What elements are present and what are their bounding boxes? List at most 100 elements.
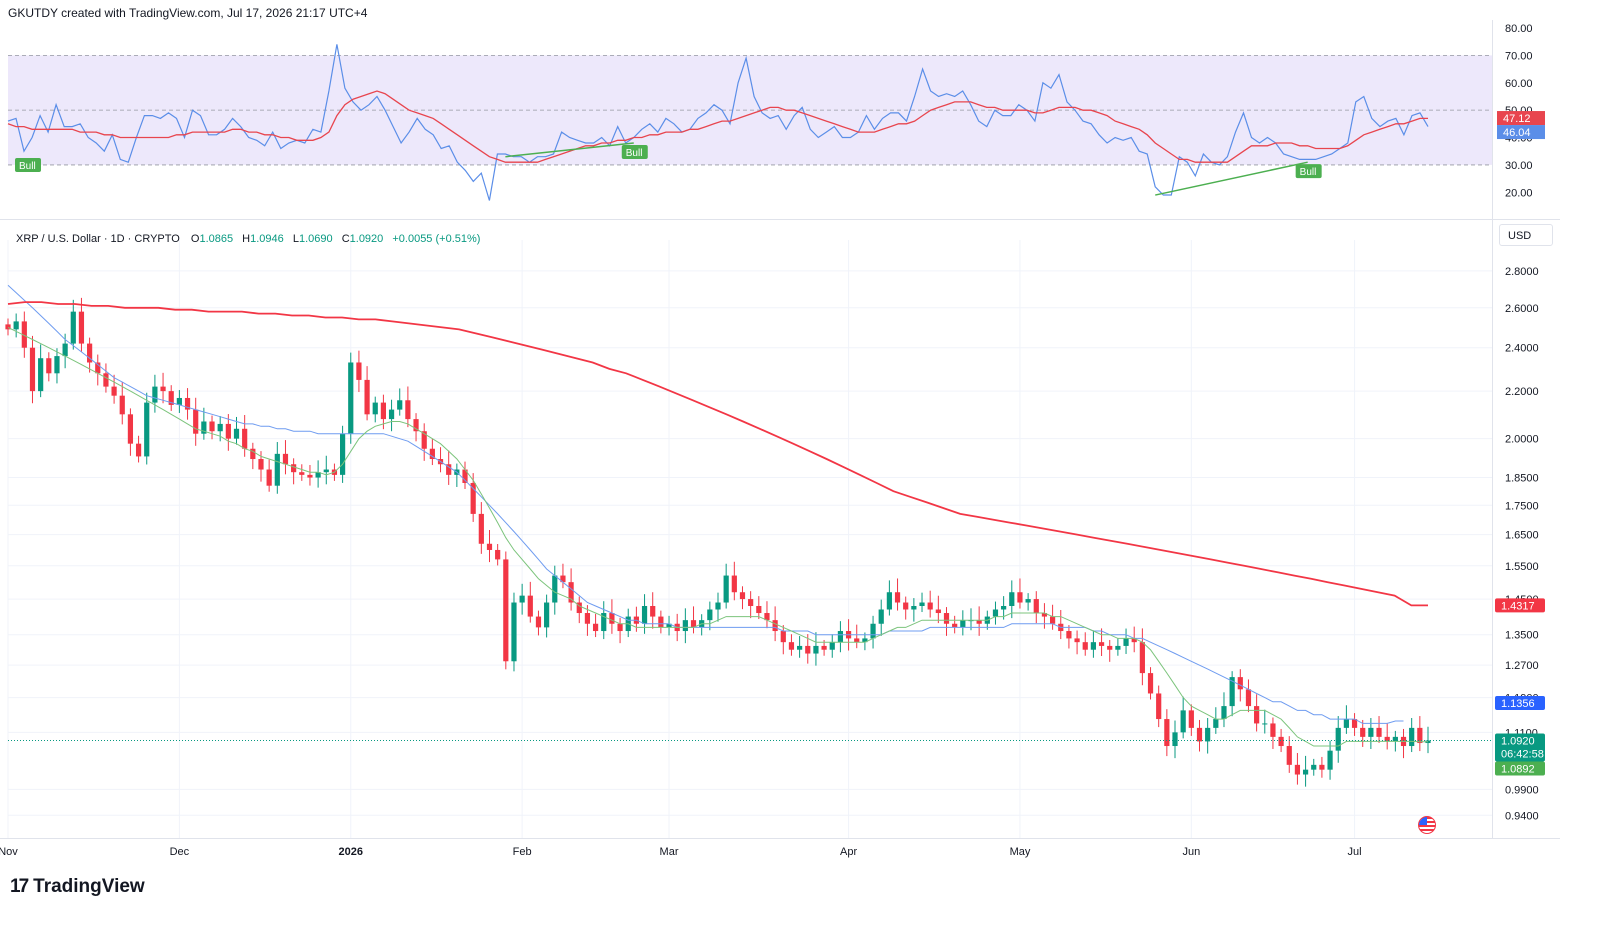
candle-body bbox=[535, 616, 542, 628]
candle-body bbox=[5, 324, 11, 330]
price-axis-tick: 1.3500 bbox=[1505, 630, 1539, 642]
price-axis-tick: 1.7500 bbox=[1505, 500, 1539, 512]
candle-body bbox=[511, 602, 517, 662]
candle-body bbox=[405, 400, 411, 420]
candle-body bbox=[544, 602, 550, 628]
candle-body bbox=[568, 582, 574, 603]
candle-body bbox=[1335, 727, 1341, 751]
close-label: C bbox=[341, 233, 350, 245]
price-axis-tick: 0.9400 bbox=[1505, 810, 1539, 822]
candle-body bbox=[870, 623, 876, 639]
rsi-ma-line bbox=[7, 90, 1428, 163]
candle-body bbox=[135, 443, 142, 457]
high-value: 1.0946 bbox=[250, 233, 284, 245]
candle-body bbox=[258, 459, 264, 470]
ma-fast-badge bbox=[1495, 761, 1545, 776]
candle-body bbox=[1180, 710, 1186, 733]
price-axis-tick: 2.6000 bbox=[1505, 303, 1539, 315]
rsi-axis-tick: 60.00 bbox=[1505, 78, 1533, 90]
candle-body bbox=[878, 609, 884, 624]
candle-body bbox=[1270, 723, 1276, 737]
candle-body bbox=[919, 602, 925, 606]
candle-body bbox=[495, 549, 501, 560]
candle-body bbox=[1074, 638, 1080, 643]
candle-body bbox=[617, 623, 623, 632]
candle-body bbox=[527, 595, 533, 617]
candle-body bbox=[95, 362, 101, 374]
tradingview-logo[interactable]: 17 TradingView bbox=[10, 876, 145, 898]
candle-body bbox=[1351, 719, 1358, 728]
rsi-axis-tick: 20.00 bbox=[1505, 187, 1533, 199]
price-axis-tick: 1.8500 bbox=[1505, 473, 1539, 485]
candle-body bbox=[1123, 638, 1129, 646]
attribution: GKUTDY created with TradingView.com, Jul… bbox=[8, 6, 368, 20]
us-flag-icon[interactable] bbox=[1418, 816, 1436, 834]
candle-body bbox=[1205, 727, 1211, 742]
candle-body bbox=[1164, 719, 1170, 747]
candle-body bbox=[462, 469, 468, 483]
rsi-axis-tick: 80.00 bbox=[1505, 23, 1533, 35]
candle-body bbox=[446, 464, 452, 475]
candle-body bbox=[1229, 677, 1235, 707]
candle-body bbox=[903, 602, 909, 610]
price-axis-tick: 1.2700 bbox=[1505, 660, 1539, 672]
candle-body bbox=[805, 645, 811, 654]
candle-body bbox=[13, 321, 19, 330]
bull-label bbox=[15, 158, 41, 172]
candle-body bbox=[641, 605, 648, 624]
candle-body bbox=[927, 602, 933, 610]
candle-body bbox=[364, 379, 370, 415]
candle-body bbox=[854, 638, 860, 643]
divergence-line bbox=[1155, 161, 1308, 196]
symbol-name: XRP / U.S. Dollar · 1D · CRYPTO bbox=[16, 233, 180, 245]
candle-body bbox=[274, 453, 280, 486]
candle-body bbox=[111, 386, 117, 396]
candle-body bbox=[503, 559, 509, 662]
candle-body bbox=[307, 474, 313, 478]
time-axis-label: Jun bbox=[1182, 846, 1200, 858]
price-axis-tick: 2.0000 bbox=[1505, 434, 1539, 446]
candle-body bbox=[609, 613, 615, 624]
candle-body bbox=[911, 605, 917, 610]
candle-body bbox=[29, 347, 36, 392]
rsi-axis-tick: 30.00 bbox=[1505, 160, 1533, 172]
candle-body bbox=[413, 419, 419, 432]
candle-body bbox=[348, 362, 354, 434]
candle-body bbox=[1221, 706, 1227, 720]
rsi-badge-text: 46.04 bbox=[1503, 127, 1531, 139]
candle-body bbox=[315, 472, 321, 478]
candle-body bbox=[1049, 616, 1056, 624]
price-axis-tick: 2.8000 bbox=[1505, 266, 1539, 278]
candle-body bbox=[1041, 613, 1048, 617]
time-axis-label: Nov bbox=[0, 846, 18, 858]
candle-body bbox=[217, 423, 223, 432]
candle-body bbox=[1417, 727, 1423, 744]
candle-body bbox=[707, 609, 713, 621]
price-axis-tick: 0.9900 bbox=[1505, 784, 1539, 796]
rsi-ma-badge-text: 47.12 bbox=[1503, 113, 1531, 125]
candle-body bbox=[1147, 673, 1154, 694]
ma-slow-badge bbox=[1495, 598, 1545, 613]
candle-body bbox=[748, 599, 754, 606]
candle-body bbox=[1376, 727, 1382, 737]
high-label: H bbox=[242, 233, 251, 245]
candle-body bbox=[1384, 736, 1390, 742]
candle-body bbox=[731, 575, 737, 593]
candle-body bbox=[1245, 689, 1252, 707]
candle-body bbox=[152, 386, 158, 403]
bull-label bbox=[1295, 164, 1322, 179]
candle-body bbox=[821, 645, 827, 650]
candle-body bbox=[560, 575, 566, 583]
candle-body bbox=[1360, 727, 1366, 737]
candle-body bbox=[886, 592, 892, 610]
time-axis-label: Jul bbox=[1348, 846, 1362, 858]
currency-button[interactable]: USD bbox=[1499, 224, 1553, 246]
candle-body bbox=[38, 358, 44, 392]
candle-body bbox=[894, 592, 901, 603]
candle-body bbox=[1009, 592, 1015, 606]
candle-body bbox=[813, 645, 819, 654]
candle-body bbox=[1237, 677, 1243, 690]
ma-slow-badge-text: 1.4317 bbox=[1501, 600, 1535, 612]
candle-body bbox=[356, 362, 362, 380]
